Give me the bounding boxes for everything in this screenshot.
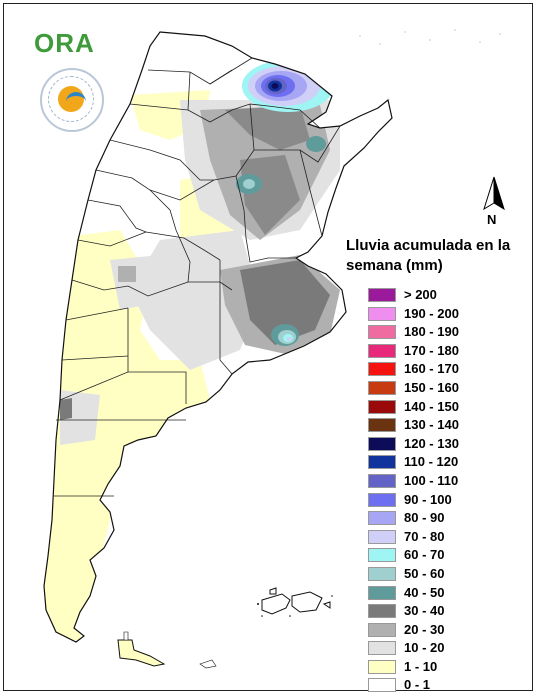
- legend-swatch: [368, 455, 396, 470]
- legend-swatch: [368, 492, 396, 507]
- legend-title: Lluvia acumulada en la semana (mm): [346, 237, 511, 274]
- legend-label: 120 - 130: [404, 435, 459, 451]
- rain-spot-40-50-east: [306, 136, 326, 152]
- rain-zone-30-40-center: [240, 155, 300, 235]
- legend-swatch: [368, 325, 396, 340]
- rain-zone-30-40-buenosaires: [240, 260, 330, 345]
- isla-de-los-estados: [199, 659, 217, 669]
- legend-swatch: [368, 380, 396, 395]
- map-frame: [3, 3, 533, 691]
- legend-label: 80 - 90: [404, 510, 445, 526]
- legend-swatch: [368, 604, 396, 619]
- legend-label: 170 - 180: [404, 342, 459, 358]
- rain-spot-50-60-center: [243, 179, 255, 189]
- legend-swatch: [368, 511, 396, 526]
- legend-swatch: [368, 585, 396, 600]
- legend-label: 130 - 140: [404, 417, 459, 433]
- rain-zone-10-20-west: [110, 255, 170, 310]
- legend-label: 150 - 160: [404, 379, 459, 395]
- north-arrow-icon: [483, 176, 505, 211]
- legend-swatch: [368, 288, 396, 302]
- seal-wave-icon: [66, 92, 86, 112]
- legend-swatch: [368, 306, 396, 321]
- rain-zone-10-20-center: [130, 230, 260, 370]
- rain-zone-20-30-spot: [118, 266, 136, 282]
- legend-label: 30 - 40: [404, 603, 445, 619]
- legend-label: 180 - 190: [404, 324, 459, 340]
- legend-swatch: [368, 659, 396, 674]
- ora-logo: ORA: [34, 28, 95, 58]
- legend-label: 90 - 100: [404, 491, 452, 507]
- rain-zone-30-40-north: [225, 105, 310, 150]
- legend-label: 10 - 20: [404, 640, 445, 656]
- strait-islet: [123, 631, 129, 641]
- legend-swatch: [368, 436, 396, 451]
- rainfall-shading: [44, 60, 340, 640]
- islas-malvinas: [261, 587, 331, 615]
- north-label: N: [487, 212, 497, 227]
- rain-zone-1-10-west: [44, 230, 210, 640]
- legend-label: 100 - 110: [404, 472, 459, 488]
- legend-label: 50 - 60: [404, 565, 445, 581]
- legend-swatch: [368, 641, 396, 656]
- islas-malvinas-dots: [257, 595, 333, 617]
- smn-seal-logo: [40, 68, 104, 132]
- legend-swatch: [368, 678, 396, 693]
- legend-swatch: [368, 548, 396, 563]
- legend-swatch: [368, 343, 396, 358]
- legend-swatch: [368, 566, 396, 581]
- legend-label: 160 - 170: [404, 361, 459, 377]
- legend-label: 70 - 80: [404, 528, 445, 544]
- province-borders: [54, 57, 341, 497]
- legend-label: 20 - 30: [404, 621, 445, 637]
- legend-label: 40 - 50: [404, 584, 445, 600]
- legend-label: 0 - 1: [404, 677, 431, 693]
- legend-swatch: [368, 473, 396, 488]
- legend-swatch: [368, 529, 396, 544]
- ocean-speckle: [359, 29, 501, 45]
- legend-label: 1 - 10: [404, 658, 438, 674]
- legend-label: 110 - 120: [404, 454, 459, 470]
- rain-spot-120-130-northeast: [271, 83, 279, 89]
- legend-label: 60 - 70: [404, 547, 445, 563]
- legend-swatch: [368, 622, 396, 637]
- legend-swatch: [368, 399, 396, 414]
- rain-spot-70-80-buenosaires: [286, 337, 292, 341]
- legend-label: > 200: [404, 287, 437, 302]
- seal-ring: [48, 76, 94, 122]
- tierra-del-fuego: [117, 639, 166, 667]
- legend-label: 140 - 150: [404, 398, 459, 414]
- legend-swatch: [368, 418, 396, 433]
- rain-zone-30-40-andes: [60, 398, 72, 420]
- legend-swatch: [368, 362, 396, 377]
- legend-label: 190 - 200: [404, 305, 459, 321]
